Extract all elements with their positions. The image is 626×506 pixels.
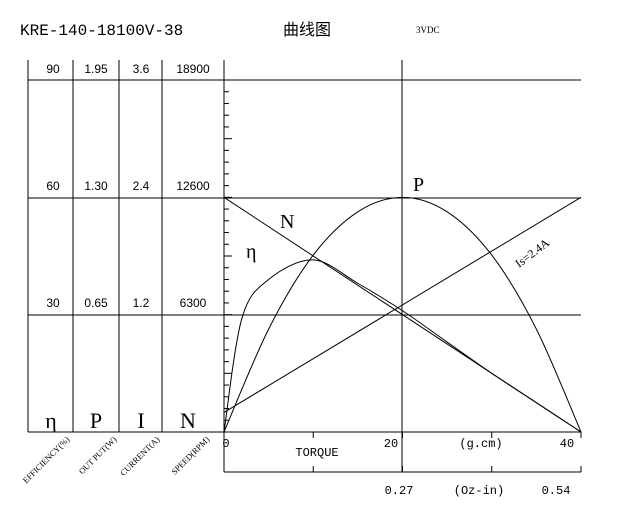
oz-tick-027: 0.27 xyxy=(385,484,414,498)
output-curve xyxy=(223,196,582,433)
plot-grid xyxy=(28,60,581,473)
x-unit-label: (g.cm) xyxy=(459,437,502,451)
x-tick-40: 40 xyxy=(560,437,574,451)
oz-tick-054: 0.54 xyxy=(542,484,571,498)
i-tick-36: 3.6 xyxy=(133,62,150,76)
i-symbol: I xyxy=(137,408,144,433)
eta-tick-60: 60 xyxy=(46,179,60,193)
series-lines xyxy=(223,196,582,433)
oz-unit-label: (Oz-in) xyxy=(454,484,504,498)
x-tick-0: 0 xyxy=(222,437,229,451)
scale-panel xyxy=(27,60,163,432)
model-title: KRE-140-18100V-38 xyxy=(20,22,183,40)
eta-tick-30: 30 xyxy=(46,296,60,310)
x-axis-label: TORQUE xyxy=(295,446,338,460)
n-symbol: N xyxy=(180,408,196,433)
i-tick-24: 2.4 xyxy=(133,179,150,193)
p-symbol: P xyxy=(90,408,102,433)
output-label: OUT PUT(W) xyxy=(77,434,119,476)
n-tick-6300: 6300 xyxy=(180,296,207,310)
y-minor-ticks xyxy=(224,91,232,421)
scale-tick-labels: 90 1.95 3.6 18900 60 1.30 2.4 12600 30 0… xyxy=(46,62,210,310)
eta-curve-label: η xyxy=(246,241,256,263)
column-labels: EFFICIENCY(%) OUT PUT(W) CURRENT(A) SPEE… xyxy=(21,434,212,485)
p-curve-label: P xyxy=(413,174,424,196)
speed-label: SPEED(RPM) xyxy=(169,434,211,476)
chart-title: 曲线图 xyxy=(283,21,331,39)
x-ticks xyxy=(223,432,582,472)
eta-tick-90: 90 xyxy=(46,62,60,76)
p-tick-065: 0.65 xyxy=(84,296,108,310)
p-tick-195: 1.95 xyxy=(84,62,108,76)
is-curve-label: Is=2.4A xyxy=(512,235,552,270)
voltage-label: 3VDC xyxy=(416,25,440,35)
n-curve-label: N xyxy=(280,211,294,233)
n-tick-18900: 18900 xyxy=(176,62,210,76)
i-tick-12: 1.2 xyxy=(133,296,150,310)
current-line xyxy=(223,196,582,413)
efficiency-label: EFFICIENCY(%) xyxy=(21,434,72,485)
eta-symbol: η xyxy=(45,408,57,433)
p-tick-130: 1.30 xyxy=(84,179,108,193)
x-tick-20: 20 xyxy=(384,437,398,451)
current-label: CURRENT(A) xyxy=(118,434,162,478)
n-tick-12600: 12600 xyxy=(176,179,210,193)
column-symbols: η P I N xyxy=(45,408,196,433)
efficiency-curve xyxy=(223,259,582,433)
